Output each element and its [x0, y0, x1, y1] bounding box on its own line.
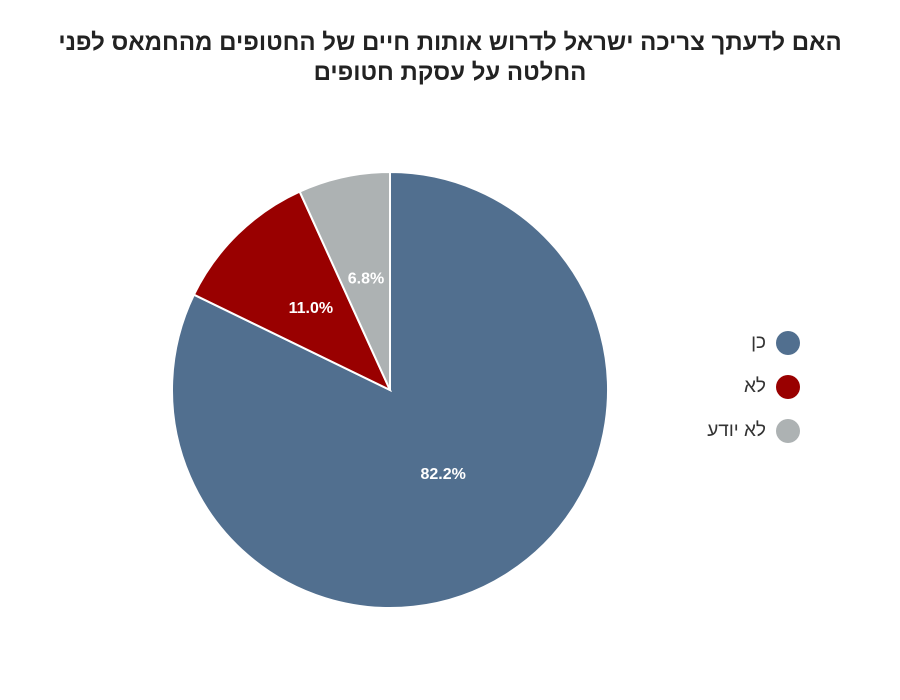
legend-swatch — [776, 419, 800, 443]
legend: כן לא לא יודע — [640, 330, 800, 462]
slice-value-label-3: 6.8% — [348, 270, 384, 287]
legend-label: לא יודע — [707, 420, 766, 441]
pie-slice-3 — [298, 170, 391, 391]
legend-item-3: לא יודע — [640, 418, 800, 444]
legend-item-2: לא — [640, 374, 800, 400]
legend-swatch — [776, 375, 800, 399]
pie-slice-2 — [192, 190, 393, 393]
slice-value-label-2: 11.0% — [289, 300, 333, 317]
chart-title: האם לדעתך צריכה ישראל לדרוש אותות חיים ש… — [58, 29, 842, 86]
legend-item-1: כן — [640, 330, 800, 356]
slice-value-label-1: 82.2% — [421, 466, 466, 483]
legend-label: לא — [744, 376, 766, 397]
legend-swatch — [776, 331, 800, 355]
legend-label: כן — [751, 332, 766, 353]
